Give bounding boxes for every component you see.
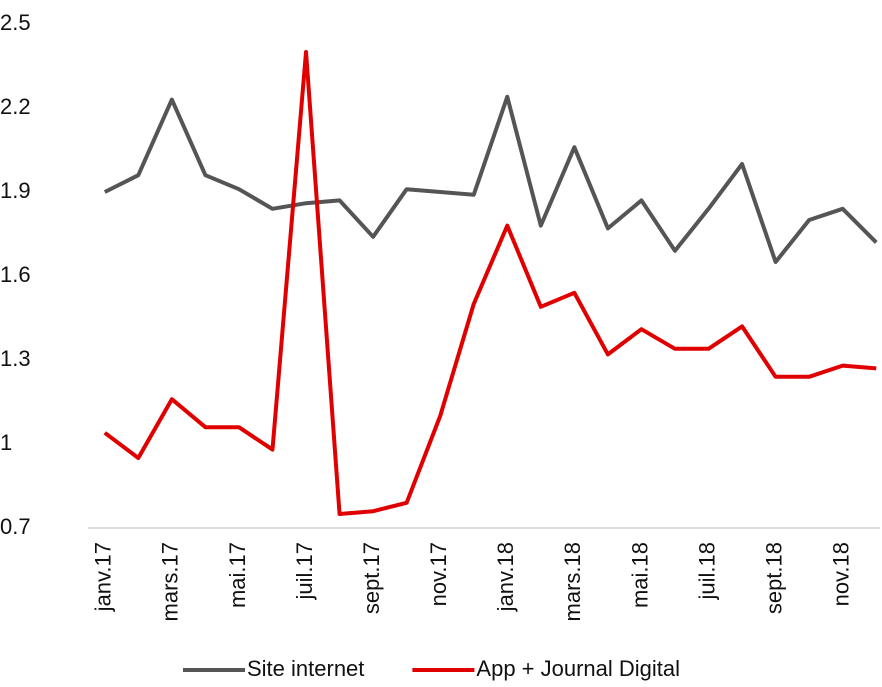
y-tick-label: 1.3 bbox=[0, 346, 31, 371]
x-tick-label: mai.18 bbox=[627, 542, 652, 608]
legend-label: App + Journal Digital bbox=[476, 656, 680, 681]
x-tick-label: juil.17 bbox=[292, 542, 317, 600]
y-tick-label: 2.2 bbox=[0, 94, 31, 119]
y-tick-label: 1.6 bbox=[0, 262, 31, 287]
x-tick-label: janv.18 bbox=[493, 542, 518, 612]
y-tick-label: 0.7 bbox=[0, 514, 31, 539]
x-tick-label: nov.17 bbox=[426, 542, 451, 606]
x-tick-label: mai.17 bbox=[225, 542, 250, 608]
y-tick-label: 1.9 bbox=[0, 178, 31, 203]
line-series bbox=[103, 50, 877, 516]
x-tick-label: juil.18 bbox=[694, 542, 719, 600]
x-tick-label: mars.17 bbox=[158, 542, 183, 621]
y-tick-label: 1 bbox=[0, 430, 12, 455]
x-tick-label: sept.17 bbox=[359, 542, 384, 614]
y-tick-label: 2.5 bbox=[0, 10, 31, 35]
line-series bbox=[103, 94, 878, 264]
x-tick-label: janv.17 bbox=[91, 542, 116, 612]
x-tick-label: sept.18 bbox=[761, 542, 786, 614]
legend-label: Site internet bbox=[247, 656, 364, 681]
x-tick-label: nov.18 bbox=[829, 542, 854, 606]
x-tick-label: mars.18 bbox=[560, 542, 585, 621]
